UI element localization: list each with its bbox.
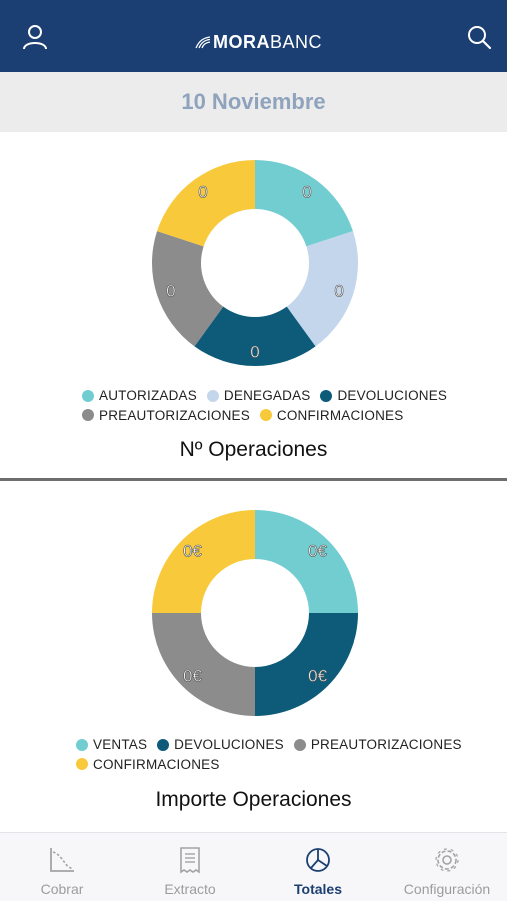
donut-value-label: 0 xyxy=(302,182,311,201)
legend-dot xyxy=(82,389,94,402)
tab-extracto[interactable]: Extracto xyxy=(150,833,230,901)
tab-cobrar[interactable]: Cobrar xyxy=(22,833,102,901)
tab-label: Totales xyxy=(294,881,342,897)
legend-dot xyxy=(206,389,219,402)
tab-configuracion[interactable]: Configuración xyxy=(395,833,499,901)
legend-dot xyxy=(82,409,94,421)
legend-dot xyxy=(320,389,333,402)
tab-label: Cobrar xyxy=(40,881,84,897)
donut-value-label: 0€ xyxy=(308,667,327,686)
section-divider xyxy=(0,478,507,481)
donut-value-label: 0€ xyxy=(183,541,202,560)
donut-segment-confirmaciones xyxy=(152,510,255,613)
operations-amount-donut-chart: 0€ 0€ 0€ 0€ xyxy=(152,510,358,716)
donut-value-label: 0 xyxy=(166,281,175,300)
donut-value-label: 0€ xyxy=(183,667,202,686)
legend-item-confirmaciones: CONFIRMACIONES xyxy=(76,757,220,772)
legend-item-autorizadas: AUTORIZADAS xyxy=(82,388,197,403)
legend-item-devoluciones: DEVOLUCIONES xyxy=(157,737,284,752)
donut-segment-devoluciones xyxy=(194,306,316,366)
logo-text-light: BANC xyxy=(270,31,323,52)
gear-icon xyxy=(435,848,459,872)
legend-dot xyxy=(76,758,88,770)
legend-item-denegadas: DENEGADAS xyxy=(206,388,311,403)
legend-dot xyxy=(76,738,88,751)
app-header: MORA BANC xyxy=(0,0,507,72)
legend-item-ventas: VENTAS xyxy=(76,737,147,752)
morabanc-logo: MORA BANC xyxy=(195,30,325,54)
chart1-legend: AUTORIZADAS DENEGADAS DEVOLUCIONES PREAU… xyxy=(82,388,453,424)
chart2-title: Importe Operaciones xyxy=(155,788,352,811)
donut-segment-autorizadas xyxy=(255,160,353,247)
logo-wave-icon xyxy=(195,36,211,49)
pie-chart-icon xyxy=(306,848,330,872)
chart1-title: Nº Operaciones xyxy=(179,438,328,461)
tab-label: Configuración xyxy=(403,881,491,897)
legend-dot xyxy=(293,738,306,751)
donut-segment-preautorizaciones xyxy=(152,613,255,716)
tab-label: Extracto xyxy=(164,881,216,897)
legend-item-devoluciones: DEVOLUCIONES xyxy=(320,388,447,403)
donut-segment-confirmaciones xyxy=(157,160,255,247)
donut-value-label: 0€ xyxy=(308,541,327,560)
legend-item-preautorizaciones: PREAUTORIZACIONES xyxy=(82,408,250,423)
donut-segment-devoluciones xyxy=(255,613,358,716)
chart-curve-icon xyxy=(50,848,74,872)
date-bar: 10 Noviembre xyxy=(0,72,507,132)
search-icon[interactable] xyxy=(466,24,492,50)
donut-value-label: 0 xyxy=(198,182,207,201)
receipt-icon xyxy=(180,847,200,874)
logo-text-bold: MORA xyxy=(213,31,270,52)
donut-segment-denegadas xyxy=(286,231,358,347)
legend-item-confirmaciones: CONFIRMACIONES xyxy=(259,408,404,423)
user-icon[interactable] xyxy=(22,24,48,50)
tab-totales[interactable]: Totales xyxy=(278,833,358,901)
legend-item-preautorizaciones: PREAUTORIZACIONES xyxy=(293,737,462,752)
legend-dot xyxy=(259,409,272,421)
date-label: 10 Noviembre xyxy=(181,89,326,114)
donut-segment-preautorizaciones xyxy=(152,231,224,347)
donut-value-label: 0 xyxy=(250,343,259,362)
chart2-legend: VENTAS DEVOLUCIONES PREAUTORIZACIONES CO… xyxy=(76,737,468,773)
donut-value-label: 0 xyxy=(334,281,343,300)
legend-dot xyxy=(157,738,170,751)
operations-count-donut-chart: 0 0 0 0 0 xyxy=(152,160,358,366)
donut-segment-ventas xyxy=(255,510,358,613)
bottom-tab-bar: Cobrar Extracto Totales Configuración xyxy=(0,832,507,901)
